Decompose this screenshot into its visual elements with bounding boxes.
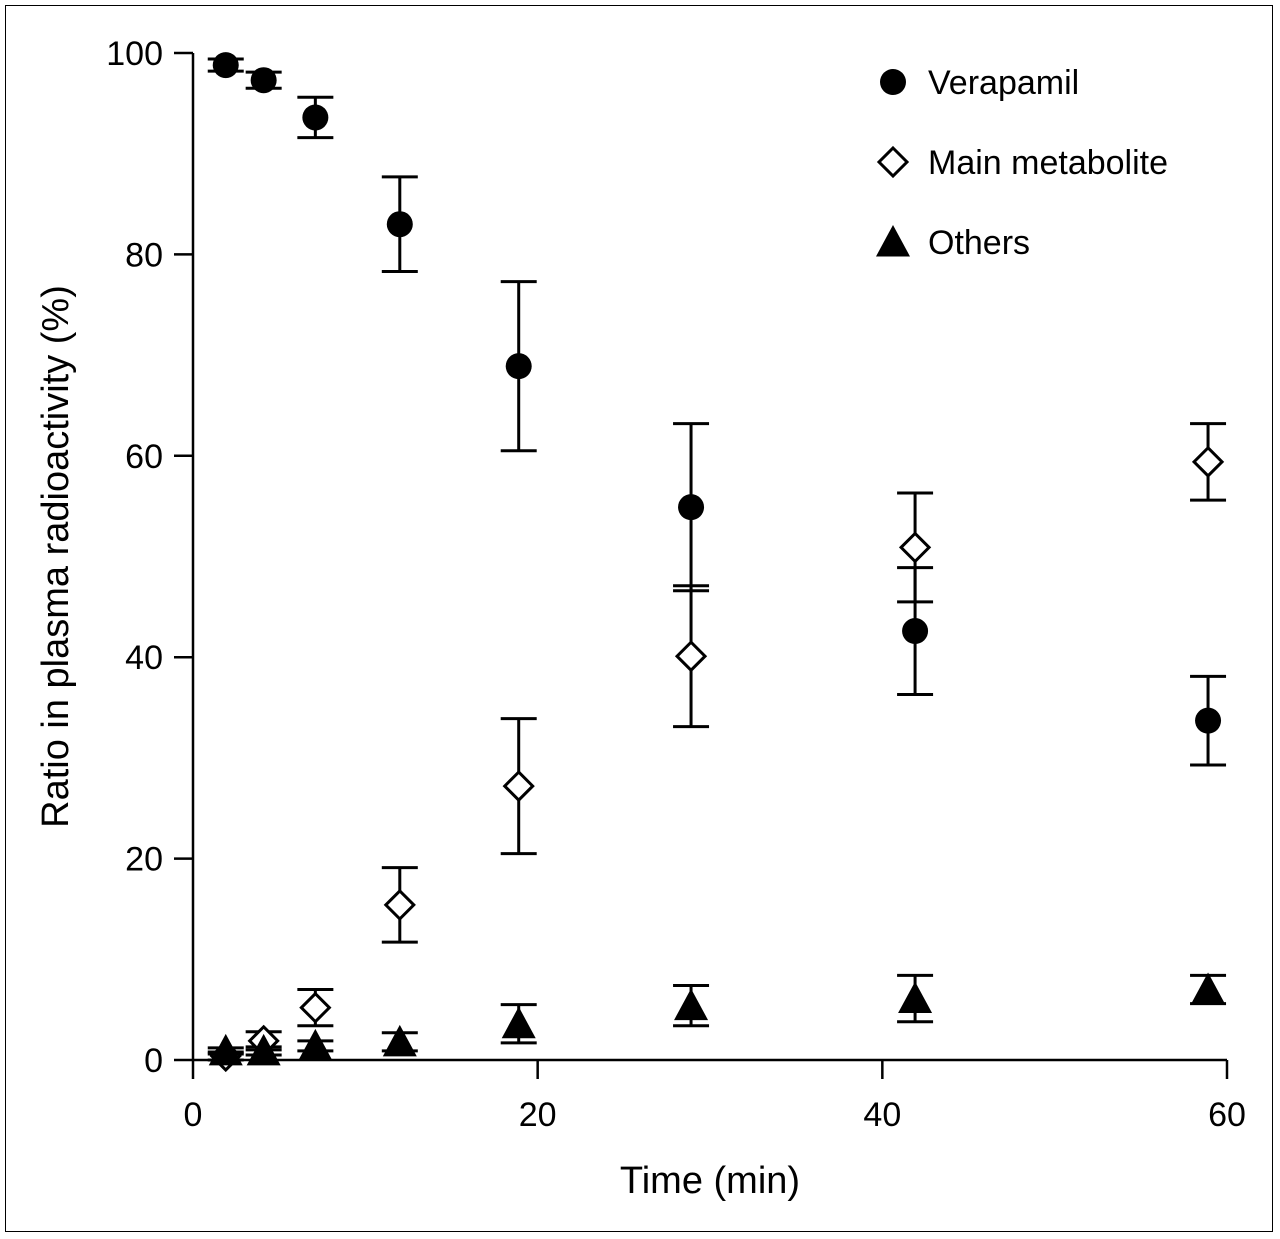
main-metabolite-point xyxy=(502,769,535,803)
y-tick-label: 20 xyxy=(125,841,163,879)
main-metabolite-point xyxy=(299,991,332,1024)
verapamil-point xyxy=(1195,707,1222,734)
main-metabolite-point xyxy=(1191,445,1225,478)
legend-label-verapamil: Verapamil xyxy=(928,64,1079,102)
others-point xyxy=(898,981,933,1014)
x-axis-title: Time (min) xyxy=(620,1160,800,1202)
others-point xyxy=(1191,972,1226,1004)
verapamil-point xyxy=(678,494,705,521)
axis-ticks: 0 20 40 60 0 20 40 60 80 100 xyxy=(106,35,1246,1134)
verapamil-point xyxy=(386,211,413,238)
main-metabolite-point xyxy=(674,640,708,673)
x-tick-label: 40 xyxy=(863,1096,901,1134)
axes xyxy=(191,53,1227,1062)
y-axis-title: Ratio in plasma radioactivity (%) xyxy=(35,285,77,828)
legend-marker-others xyxy=(876,225,910,257)
legend-label-others: Others xyxy=(928,224,1030,262)
verapamil-point xyxy=(250,67,277,94)
legend-label-main-metabolite: Main metabolite xyxy=(928,144,1168,182)
others-point xyxy=(298,1028,333,1061)
others-point xyxy=(382,1024,417,1057)
main-metabolite-point xyxy=(898,531,932,564)
x-tick-label: 60 xyxy=(1208,1096,1246,1134)
verapamil-point xyxy=(302,104,329,131)
chart-frame xyxy=(5,5,1273,1232)
verapamil-point xyxy=(902,618,929,645)
x-tick-label: 0 xyxy=(184,1096,203,1134)
y-tick-label: 100 xyxy=(106,35,163,73)
others-point xyxy=(246,1033,281,1066)
others-point xyxy=(208,1033,243,1066)
y-tick-label: 60 xyxy=(125,438,163,476)
main-metabolite-point xyxy=(383,888,416,922)
legend-marker-main-metabolite xyxy=(876,145,910,179)
x-tick-label: 20 xyxy=(519,1096,557,1134)
data-marks xyxy=(207,52,1227,1073)
legend-marker-verapamil xyxy=(880,69,906,95)
others-point xyxy=(501,1006,536,1039)
others-point xyxy=(674,988,709,1021)
y-tick-label: 40 xyxy=(125,639,163,677)
y-tick-label: 80 xyxy=(125,236,163,274)
verapamil-point xyxy=(505,353,532,380)
verapamil-point xyxy=(212,52,239,79)
legend: Verapamil Main metabolite Others xyxy=(876,64,1168,262)
y-tick-label: 0 xyxy=(144,1042,163,1080)
